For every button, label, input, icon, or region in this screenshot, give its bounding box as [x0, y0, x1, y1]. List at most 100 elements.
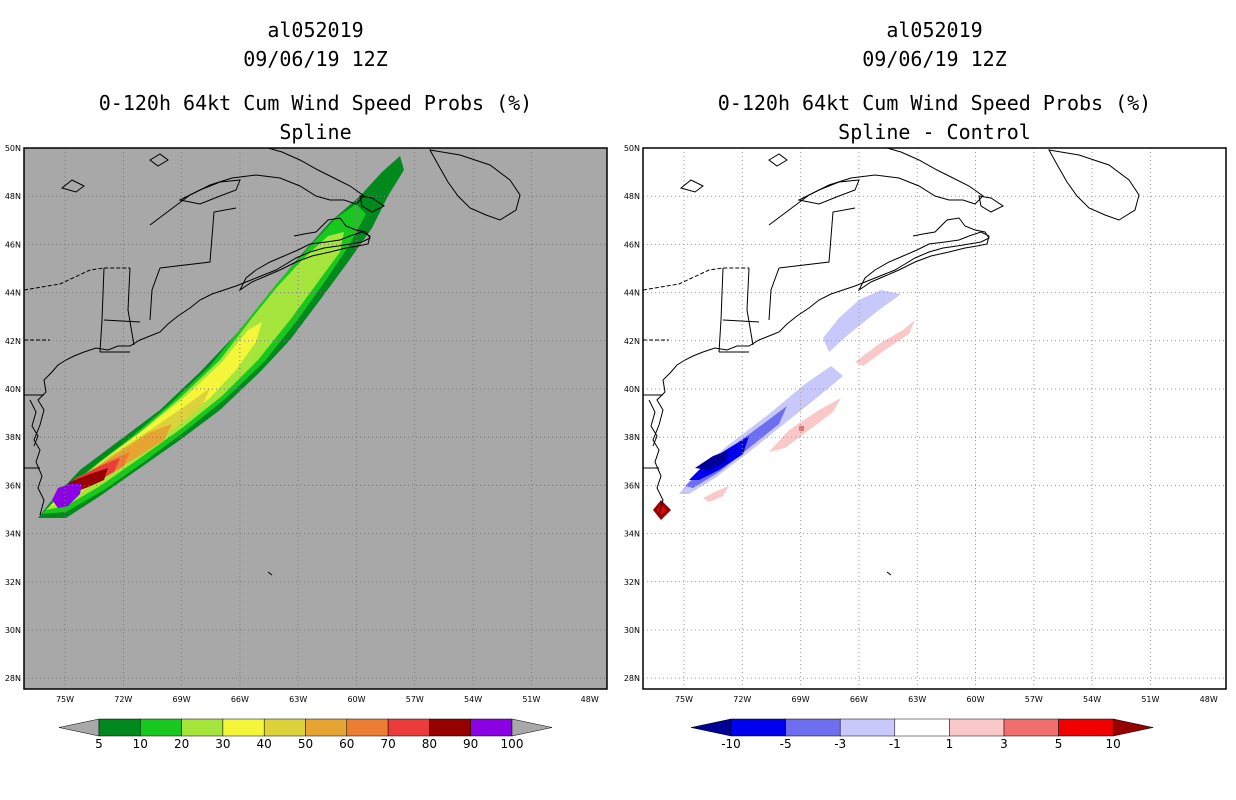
lat-label: 48N [624, 192, 640, 201]
left-map-frame [23, 147, 608, 690]
colorbar-swatch [785, 718, 841, 737]
lat-label: 30N [624, 626, 640, 635]
lat-label: 34N [624, 530, 640, 539]
lat-label: 38N [5, 433, 21, 442]
right-lat-labels: 50N 48N 46N 44N 42N 40N 38N 36N 34N 32N 30N 28N [624, 144, 640, 683]
right-datetime: 09/06/19 12Z [862, 47, 1007, 71]
colorbar-swatch [730, 718, 786, 737]
colorbar-swatch [305, 718, 348, 737]
lat-label: 28N [624, 674, 640, 683]
lon-label: 66W [850, 695, 868, 704]
lon-label: 60W [966, 695, 984, 704]
lon-label: 69W [173, 695, 191, 704]
lon-label: 75W [675, 695, 693, 704]
lon-label: 63W [289, 695, 307, 704]
colorbar-swatch [1003, 718, 1059, 737]
colorbar-swatch [894, 718, 950, 737]
right-lon-labels: 75W 72W 69W 66W 63W 60W 57W 54W 51W 48W [675, 695, 1218, 704]
lon-label: 51W [522, 695, 540, 704]
right-colorbar: -10 -5 -3 -1 1 3 5 10 [690, 718, 1154, 751]
lat-label: 48N [5, 192, 21, 201]
colorbar-label: -1 [889, 737, 901, 751]
colorbar-swatch [98, 718, 141, 737]
colorbar-label: 1 [946, 737, 954, 751]
lon-label: 57W [1025, 695, 1043, 704]
left-subtitle: Spline [279, 120, 352, 144]
lon-label: 48W [581, 695, 599, 704]
colorbar-swatch [181, 718, 224, 737]
lon-label: 51W [1141, 695, 1159, 704]
lon-label: 72W [733, 695, 751, 704]
lat-label: 46N [5, 240, 21, 249]
colorbar-label: 30 [215, 737, 230, 751]
lon-label: 69W [792, 695, 810, 704]
right-map-frame [642, 147, 1227, 690]
lat-label: 44N [624, 289, 640, 298]
lon-label: 57W [406, 695, 424, 704]
colorbar-right-arrow [511, 718, 553, 737]
left-product-title: 0-120h 64kt Cum Wind Speed Probs (%) [98, 91, 533, 115]
lon-label: 72W [114, 695, 132, 704]
colorbar-swatch [346, 718, 389, 737]
colorbar-swatch [222, 718, 265, 737]
lon-label: 54W [464, 695, 482, 704]
left-colorbar: 5 10 20 30 40 50 60 70 80 90 100 [58, 718, 553, 751]
lat-label: 50N [624, 144, 640, 153]
colorbar-swatch [1058, 718, 1114, 737]
right-red-plus3 [799, 426, 804, 431]
lat-label: 36N [624, 481, 640, 490]
colorbar-swatch [470, 718, 513, 737]
lat-label: 38N [624, 433, 640, 442]
colorbar-swatch [429, 718, 471, 737]
colorbar-label: 3 [1000, 737, 1008, 751]
right-map-background [643, 148, 1226, 689]
colorbar-label: 50 [298, 737, 313, 751]
lat-label: 42N [624, 337, 640, 346]
colorbar-label: 70 [380, 737, 395, 751]
colorbar-label: 10 [133, 737, 148, 751]
right-red-plus1 [769, 398, 841, 452]
left-map-background [24, 148, 607, 689]
lat-label: 36N [5, 481, 21, 490]
right-storm-id: al052019 [886, 18, 983, 42]
colorbar-label: 20 [174, 737, 189, 751]
lon-label: 60W [347, 695, 365, 704]
colorbar-label: -5 [780, 737, 792, 751]
right-blue-minus10 [695, 450, 729, 470]
colorbar-left-arrow [690, 718, 732, 737]
lon-label: 63W [908, 695, 926, 704]
colorbar-label: 40 [257, 737, 272, 751]
right-difference-field [643, 148, 1226, 689]
colorbar-swatch [387, 718, 430, 737]
left-datetime: 09/06/19 12Z [243, 47, 388, 71]
colorbar-left-arrow [58, 718, 100, 737]
right-subtitle: Spline - Control [838, 120, 1031, 144]
lat-label: 34N [5, 530, 21, 539]
lon-label: 66W [231, 695, 249, 704]
right-blue-minus1-north [823, 290, 901, 352]
colorbar-swatch [263, 718, 306, 737]
right-red-plus1-north [855, 320, 915, 366]
colorbar-label: 60 [339, 737, 354, 751]
left-storm-id: al052019 [267, 18, 364, 42]
colorbar-label: -3 [834, 737, 846, 751]
colorbar-label: 5 [95, 737, 103, 751]
left-lon-labels: 75W 72W 69W 66W 63W 60W 57W 54W 51W 48W [56, 695, 599, 704]
lat-label: 32N [624, 578, 640, 587]
right-red-plus1-south [703, 486, 729, 502]
lat-label: 50N [5, 144, 21, 153]
lat-label: 44N [5, 289, 21, 298]
colorbar-label: 10 [1106, 737, 1121, 751]
right-product-title: 0-120h 64kt Cum Wind Speed Probs (%) [717, 91, 1152, 115]
colorbar-swatch [839, 718, 896, 737]
left-contour-90 [52, 484, 82, 508]
left-probability-plume [24, 148, 607, 689]
colorbar-label: -10 [721, 737, 741, 751]
colorbar-swatch [949, 718, 1005, 737]
colorbar-label: 100 [501, 737, 524, 751]
colorbar-label: 80 [422, 737, 437, 751]
lon-label: 75W [56, 695, 74, 704]
colorbar-label: 90 [463, 737, 478, 751]
lat-label: 46N [624, 240, 640, 249]
